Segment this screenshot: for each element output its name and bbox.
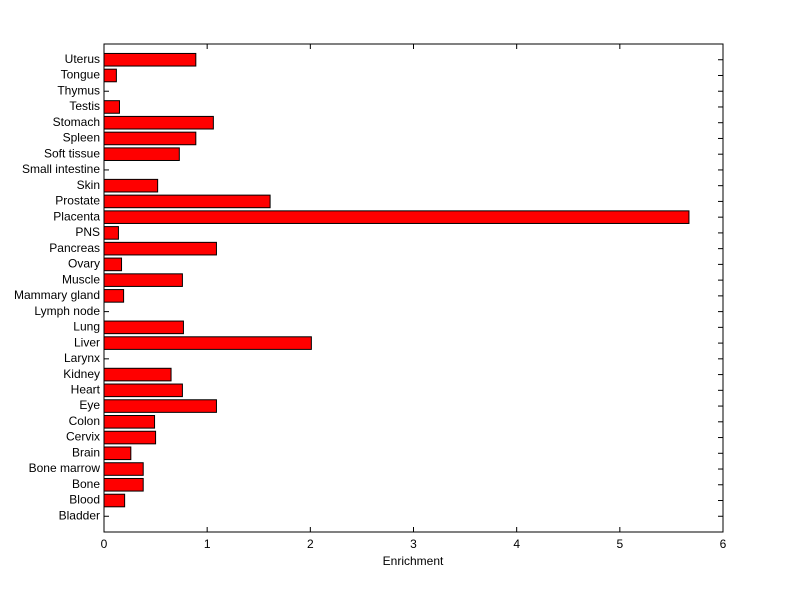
bar <box>103 289 125 303</box>
y-tick-label: Placenta <box>53 209 100 223</box>
y-tick-label: Testis <box>69 99 100 113</box>
y-tick-label: Lung <box>73 320 100 334</box>
y-tick-label: Soft tissue <box>44 146 100 160</box>
bar <box>103 462 144 476</box>
bar <box>103 147 180 161</box>
bar <box>103 226 119 240</box>
y-tick-label: Cervix <box>66 430 100 444</box>
bar <box>103 210 690 224</box>
y-tick-label: Muscle <box>62 272 100 286</box>
y-tick-label: Kidney <box>63 367 100 381</box>
bar <box>103 383 183 398</box>
y-tick-label: Eye <box>79 398 100 412</box>
x-tick-label: 5 <box>616 537 623 551</box>
bar <box>103 415 156 429</box>
x-tick-label: 1 <box>204 537 211 551</box>
x-tick-label: 3 <box>410 537 417 551</box>
y-tick-label: Bone marrow <box>29 461 101 475</box>
x-tick-label: 2 <box>307 537 314 551</box>
y-tick-label: Colon <box>69 414 100 428</box>
bar <box>103 430 157 445</box>
x-tick-label: 6 <box>720 537 727 551</box>
y-tick-label: Bladder <box>59 508 100 522</box>
x-tick-label: 4 <box>513 537 520 551</box>
y-tick-label: Bone <box>72 477 100 491</box>
y-tick-label: Thymus <box>57 83 100 97</box>
y-tick-label: Ovary <box>68 257 100 271</box>
bar <box>103 320 184 335</box>
bar <box>103 131 197 146</box>
y-tick-label: Lymph node <box>34 304 100 318</box>
y-tick-label: Heart <box>71 382 101 396</box>
y-tick-label: Uterus <box>65 52 100 66</box>
bar <box>103 194 271 209</box>
bar <box>103 446 132 461</box>
y-tick-label: Pancreas <box>49 241 100 255</box>
y-tick-label: Skin <box>77 178 100 192</box>
x-axis-label: Enrichment <box>383 554 444 568</box>
y-tick-label: Small intestine <box>22 162 100 176</box>
y-tick-label: Liver <box>74 335 100 349</box>
y-tick-label: Stomach <box>53 115 100 129</box>
plot-frame <box>103 43 724 533</box>
x-tick-label: 0 <box>101 537 108 551</box>
y-tick-label: Spleen <box>63 131 100 145</box>
bar <box>103 68 117 83</box>
bar <box>103 100 120 114</box>
bar <box>103 257 123 272</box>
bar <box>103 399 217 413</box>
y-tick-label: Mammary gland <box>14 288 100 302</box>
bar <box>103 367 172 382</box>
y-tick-label: Blood <box>69 493 100 507</box>
bar <box>103 477 144 492</box>
bar <box>103 241 217 256</box>
y-tick-label: Brain <box>72 445 100 459</box>
y-tick-label: PNS <box>75 225 100 239</box>
y-tick-label: Larynx <box>64 351 100 365</box>
bar <box>103 52 197 67</box>
bar <box>103 178 159 193</box>
y-tick-label: Tongue <box>61 68 101 82</box>
bar <box>103 336 312 350</box>
bar <box>103 115 214 130</box>
y-tick-label: Prostate <box>55 194 100 208</box>
bar <box>103 273 183 287</box>
bar <box>103 493 126 508</box>
